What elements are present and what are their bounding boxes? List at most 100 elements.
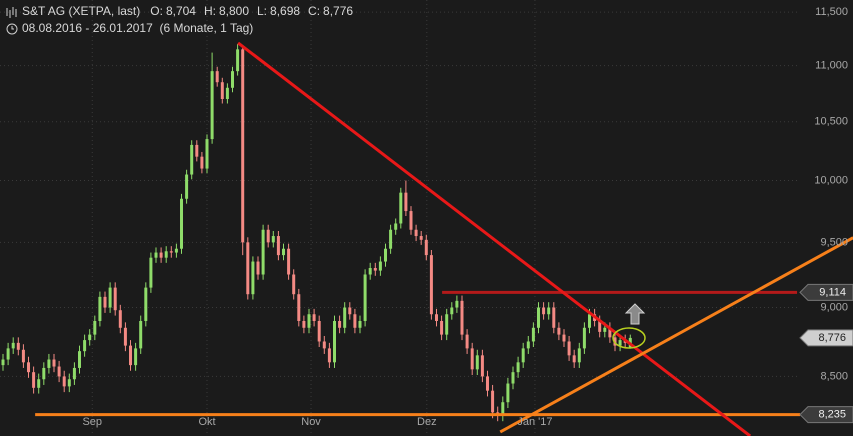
candle-body bbox=[445, 314, 449, 335]
candle-body bbox=[506, 383, 510, 403]
candle-body bbox=[577, 348, 581, 363]
candle-body bbox=[113, 287, 117, 311]
candle-body bbox=[399, 192, 403, 224]
candle-body bbox=[455, 300, 459, 308]
candle-body bbox=[317, 320, 321, 342]
candle-body bbox=[424, 239, 428, 256]
candle-body bbox=[434, 314, 438, 321]
candle-body bbox=[205, 139, 209, 169]
candle-body bbox=[531, 327, 535, 342]
candle-body bbox=[511, 372, 515, 384]
candle-body bbox=[67, 379, 71, 387]
candle-body bbox=[220, 82, 224, 99]
candle-body bbox=[383, 248, 387, 262]
candle-body bbox=[261, 229, 265, 275]
candle-body bbox=[266, 229, 270, 243]
candle-body bbox=[582, 327, 586, 349]
x-tick-label: Okt bbox=[198, 416, 215, 428]
header-label: L: bbox=[257, 4, 267, 18]
candle-body bbox=[608, 327, 612, 338]
candle-body bbox=[27, 362, 31, 373]
candle-body bbox=[572, 355, 576, 363]
candle-body bbox=[292, 274, 296, 295]
candle-body bbox=[562, 334, 566, 342]
price-tag-label: 8,235 bbox=[818, 408, 846, 420]
candle-body bbox=[358, 320, 362, 328]
candle-body bbox=[450, 307, 454, 315]
candle-body bbox=[108, 287, 112, 308]
candle-body bbox=[190, 144, 194, 175]
candle-body bbox=[587, 314, 591, 328]
candle-body bbox=[6, 348, 10, 360]
candle-body bbox=[480, 355, 484, 377]
candle-body bbox=[37, 379, 41, 388]
grid bbox=[0, 0, 800, 436]
candle-body bbox=[567, 341, 571, 356]
header-label: C: bbox=[308, 4, 320, 18]
candle-body bbox=[297, 294, 301, 321]
y-tick-label: 11,000 bbox=[815, 60, 848, 72]
candle-body bbox=[118, 310, 122, 328]
candle-body bbox=[72, 367, 76, 380]
candle-body bbox=[215, 71, 219, 83]
candle-body bbox=[241, 49, 245, 243]
candle-body bbox=[271, 236, 275, 243]
candle-body bbox=[440, 320, 444, 335]
candle-body bbox=[1, 359, 5, 366]
candle-body bbox=[389, 229, 393, 249]
candle-body bbox=[307, 314, 311, 328]
candle-body bbox=[613, 337, 617, 346]
candle-body bbox=[32, 372, 36, 388]
candle-body bbox=[327, 348, 331, 363]
candle-body bbox=[557, 327, 561, 335]
candle-body bbox=[521, 348, 525, 363]
highlight-ellipse bbox=[612, 327, 646, 349]
candle-body bbox=[475, 355, 479, 370]
overlay bbox=[612, 303, 646, 349]
candle-body bbox=[256, 261, 260, 275]
candle-body bbox=[501, 402, 505, 416]
candle-body bbox=[16, 342, 20, 350]
candle-body bbox=[353, 314, 357, 328]
candle-body bbox=[185, 174, 189, 199]
candle-body bbox=[547, 307, 551, 315]
candle-body bbox=[409, 211, 413, 230]
candle-body bbox=[83, 340, 87, 352]
candle-body bbox=[98, 296, 102, 321]
candle-body bbox=[200, 156, 204, 169]
candle-body bbox=[225, 87, 229, 99]
candle-body bbox=[363, 274, 367, 321]
candle-body bbox=[460, 300, 464, 335]
x-tick-label: Dez bbox=[417, 416, 437, 428]
candle-body bbox=[276, 236, 280, 256]
candle-body bbox=[169, 251, 173, 253]
trend-line bbox=[499, 236, 853, 434]
candle-body bbox=[536, 307, 540, 328]
price-tag bbox=[799, 329, 853, 347]
candle-body bbox=[287, 248, 291, 275]
candle-body bbox=[368, 268, 372, 275]
y-tick-label: 9,500 bbox=[820, 236, 848, 248]
candle-body bbox=[516, 362, 520, 373]
candle-body bbox=[93, 320, 97, 335]
candle-body bbox=[129, 345, 133, 366]
candle-body bbox=[419, 236, 423, 240]
candle-body bbox=[338, 320, 342, 328]
candle-body bbox=[378, 261, 382, 271]
plot bbox=[1, 41, 853, 436]
price-tag bbox=[799, 283, 853, 301]
clock-icon bbox=[6, 23, 18, 35]
y-tick-label: 10,000 bbox=[814, 174, 848, 186]
header-label: O: bbox=[150, 4, 163, 18]
candle-body bbox=[465, 334, 469, 349]
chart-icon bbox=[6, 7, 17, 18]
candle-body bbox=[343, 307, 347, 328]
header-value: 8,698 bbox=[270, 4, 300, 18]
candle-body bbox=[491, 390, 495, 413]
header-value: 8,800 bbox=[219, 4, 249, 18]
candle-body bbox=[57, 366, 61, 377]
candle-body bbox=[373, 268, 377, 271]
candle-body bbox=[139, 320, 143, 349]
x-tick-label: Sep bbox=[82, 416, 102, 428]
candle-body bbox=[154, 252, 158, 258]
